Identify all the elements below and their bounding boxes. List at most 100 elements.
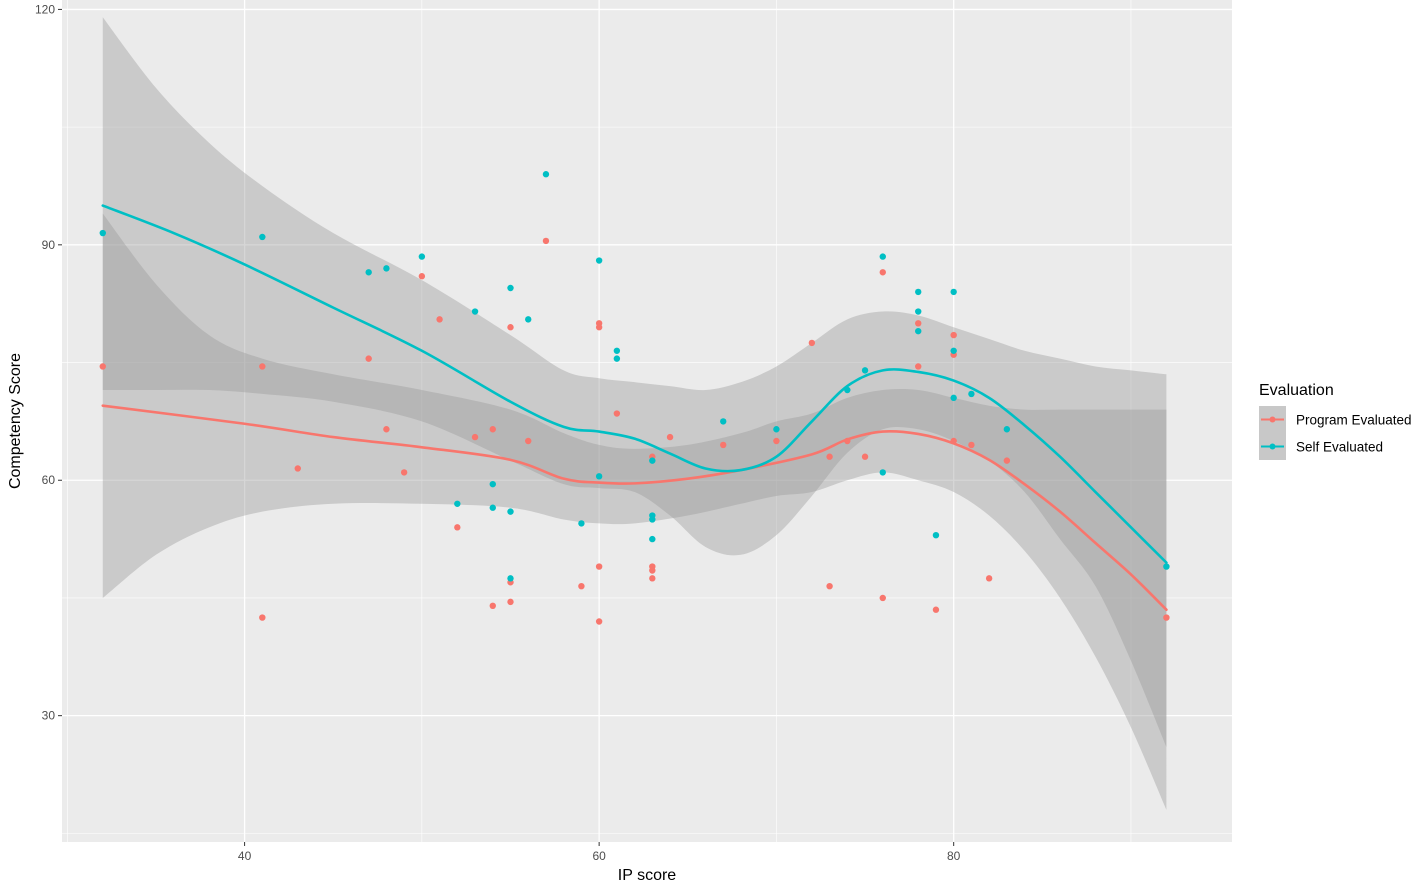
data-point-self-evaluated bbox=[507, 284, 514, 292]
x-tick-label: 80 bbox=[947, 849, 961, 863]
data-point-self-evaluated bbox=[507, 508, 514, 515]
data-point-program-evaluated bbox=[826, 582, 833, 590]
data-point-program-evaluated bbox=[400, 469, 408, 476]
axis-ticks: 40 60 80 30 60 90 120 bbox=[35, 2, 961, 863]
data-point-self-evaluated bbox=[489, 480, 496, 488]
data-point-program-evaluated bbox=[489, 426, 496, 433]
data-point-program-evaluated bbox=[507, 324, 514, 331]
data-point-self-evaluated bbox=[383, 265, 390, 272]
legend-key-dot-self-evaluated bbox=[1269, 443, 1276, 450]
data-point-self-evaluated bbox=[613, 355, 621, 362]
smooth-lines bbox=[101, 204, 1168, 612]
legend-label-program-evaluated: Program Evaluated bbox=[1296, 413, 1412, 428]
legend-title: Evaluation bbox=[1259, 382, 1334, 399]
data-point-program-evaluated bbox=[365, 355, 372, 362]
data-point-program-evaluated bbox=[932, 606, 940, 613]
data-point-program-evaluated bbox=[950, 331, 957, 339]
data-point-self-evaluated bbox=[259, 233, 266, 241]
data-point-self-evaluated bbox=[879, 469, 886, 476]
data-point-program-evaluated bbox=[808, 339, 816, 347]
data-point-program-evaluated bbox=[666, 433, 674, 441]
data-point-program-evaluated bbox=[968, 441, 975, 449]
x-tick-label: 40 bbox=[238, 849, 252, 863]
y-axis-title: Competency Score bbox=[7, 353, 24, 489]
data-point-self-evaluated bbox=[1003, 426, 1011, 433]
data-point-self-evaluated bbox=[950, 347, 957, 354]
data-point-self-evaluated bbox=[950, 394, 957, 402]
data-point-program-evaluated bbox=[454, 524, 461, 531]
confidence-band-self-evaluated bbox=[102, 17, 1167, 748]
data-point-program-evaluated bbox=[773, 437, 780, 445]
grid-minor bbox=[62, 0, 1232, 842]
confidence-band-program-evaluated bbox=[102, 213, 1167, 810]
data-point-program-evaluated bbox=[383, 426, 390, 433]
data-point-self-evaluated bbox=[649, 516, 656, 523]
data-point-self-evaluated bbox=[649, 535, 656, 543]
data-point-program-evaluated bbox=[861, 453, 869, 460]
legend-key-dot-program-evaluated bbox=[1269, 416, 1276, 423]
data-point-self-evaluated bbox=[861, 367, 869, 374]
data-point-self-evaluated bbox=[968, 390, 975, 398]
data-point-program-evaluated bbox=[649, 575, 656, 582]
plot-panel bbox=[62, 0, 1232, 842]
data-point-self-evaluated bbox=[489, 504, 496, 511]
data-point-program-evaluated bbox=[1003, 457, 1011, 464]
y-tick-label: 60 bbox=[42, 473, 56, 487]
data-point-program-evaluated bbox=[613, 410, 621, 417]
data-point-program-evaluated bbox=[1163, 614, 1170, 621]
data-point-program-evaluated bbox=[471, 433, 479, 441]
y-tick-label: 120 bbox=[35, 2, 55, 16]
data-point-self-evaluated bbox=[578, 520, 585, 527]
data-point-self-evaluated bbox=[915, 288, 922, 296]
data-point-self-evaluated bbox=[454, 500, 461, 507]
data-point-self-evaluated bbox=[595, 473, 603, 480]
data-point-self-evaluated bbox=[365, 269, 372, 276]
data-point-program-evaluated bbox=[985, 575, 993, 582]
data-point-program-evaluated bbox=[436, 316, 443, 323]
grid-major bbox=[62, 0, 1232, 842]
data-point-program-evaluated bbox=[259, 363, 266, 370]
data-point-program-evaluated bbox=[826, 453, 833, 460]
legend: Evaluation Program Evaluated Self Evalua… bbox=[1259, 382, 1412, 460]
data-point-self-evaluated bbox=[471, 308, 479, 315]
data-point-program-evaluated bbox=[915, 320, 922, 327]
data-point-program-evaluated bbox=[649, 567, 656, 574]
data-point-program-evaluated bbox=[542, 237, 550, 245]
data-point-program-evaluated bbox=[99, 363, 106, 370]
confidence-ribbons bbox=[102, 17, 1167, 810]
x-tick-label: 60 bbox=[592, 849, 606, 863]
data-point-program-evaluated bbox=[418, 273, 426, 280]
x-axis-title: IP score bbox=[618, 867, 677, 884]
data-point-program-evaluated bbox=[595, 618, 603, 625]
data-point-self-evaluated bbox=[418, 253, 426, 260]
data-point-program-evaluated bbox=[259, 614, 266, 621]
legend-label-self-evaluated: Self Evaluated bbox=[1296, 440, 1383, 455]
smooth-line-program-evaluated bbox=[101, 404, 1168, 612]
data-point-self-evaluated bbox=[879, 253, 886, 260]
data-point-program-evaluated bbox=[915, 363, 922, 370]
data-point-self-evaluated bbox=[507, 575, 514, 582]
data-point-program-evaluated bbox=[294, 465, 301, 472]
data-point-program-evaluated bbox=[879, 269, 886, 276]
data-point-program-evaluated bbox=[578, 582, 585, 590]
data-point-self-evaluated bbox=[542, 171, 550, 178]
y-tick-label: 90 bbox=[42, 238, 56, 252]
data-point-program-evaluated bbox=[595, 324, 603, 331]
data-point-program-evaluated bbox=[595, 563, 603, 570]
data-point-self-evaluated bbox=[773, 426, 780, 433]
data-point-self-evaluated bbox=[595, 257, 603, 264]
data-point-program-evaluated bbox=[879, 594, 886, 602]
data-point-program-evaluated bbox=[507, 598, 514, 606]
data-point-self-evaluated bbox=[1163, 563, 1170, 570]
data-point-self-evaluated bbox=[950, 288, 957, 296]
data-point-self-evaluated bbox=[525, 316, 532, 323]
y-tick-label: 30 bbox=[42, 709, 56, 723]
data-point-self-evaluated bbox=[649, 457, 656, 464]
data-point-self-evaluated bbox=[915, 308, 922, 315]
data-point-program-evaluated bbox=[720, 441, 727, 449]
data-point-self-evaluated bbox=[932, 531, 940, 539]
data-point-self-evaluated bbox=[99, 229, 106, 237]
data-point-self-evaluated bbox=[915, 327, 922, 335]
smooth-line-self-evaluated bbox=[101, 204, 1168, 564]
